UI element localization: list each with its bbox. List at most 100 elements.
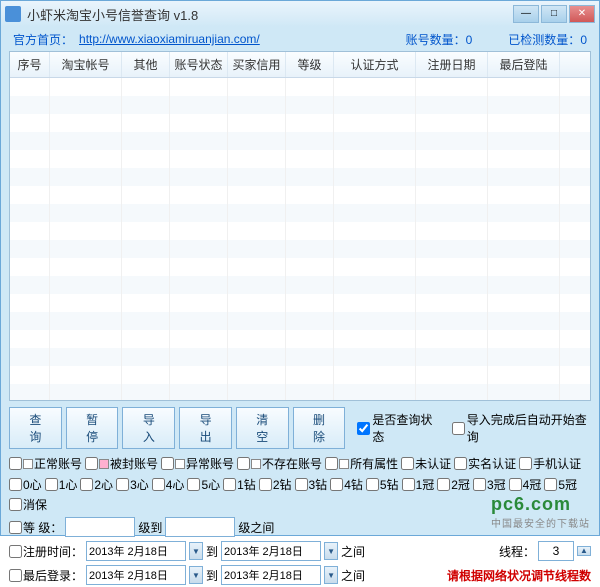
lastlogin-from-input[interactable] (86, 565, 186, 585)
auto-query-checkbox[interactable] (452, 422, 465, 435)
level-range-label: 等 级： (23, 519, 62, 536)
filter-label: 5心 (201, 476, 220, 493)
column-header[interactable]: 其他 (122, 52, 170, 77)
column-header[interactable]: 账号状态 (170, 52, 228, 77)
filter-checkbox[interactable] (402, 478, 415, 491)
spinner-up-icon[interactable]: ▲ (577, 546, 591, 556)
filter-checkbox[interactable] (85, 457, 98, 470)
filter-item: 1心 (45, 476, 78, 493)
auto-query-label: 导入完成后自动开始查询 (467, 411, 591, 445)
filter-row-lastlogin: 最后登录： ▼ 到 ▼ 之间 请根据网络状况调节线程数 (9, 563, 591, 587)
dropdown-icon[interactable]: ▼ (324, 566, 338, 584)
filter-item: 4钻 (330, 476, 363, 493)
close-button[interactable]: ✕ (569, 5, 595, 23)
filter-checkbox[interactable] (80, 478, 93, 491)
table-row[interactable] (10, 276, 590, 294)
filter-checkbox[interactable] (325, 457, 338, 470)
pause-button[interactable]: 暂停 (66, 407, 119, 449)
filter-label: 3钻 (309, 476, 328, 493)
filter-item: 2冠 (437, 476, 470, 493)
filter-label: 3冠 (487, 476, 506, 493)
table-row[interactable] (10, 96, 590, 114)
table-row[interactable] (10, 132, 590, 150)
filter-checkbox[interactable] (161, 457, 174, 470)
dropdown-icon[interactable]: ▼ (189, 542, 203, 560)
filter-checkbox[interactable] (366, 478, 379, 491)
filter-checkbox[interactable] (116, 478, 129, 491)
filter-checkbox[interactable] (237, 457, 250, 470)
table-row[interactable] (10, 366, 590, 384)
column-header[interactable]: 买家信用 (228, 52, 286, 77)
table-row[interactable] (10, 330, 590, 348)
filter-row-status: 正常账号被封账号异常账号不存在账号所有属性未认证实名认证手机认证 (9, 453, 591, 474)
level-to-input[interactable] (165, 517, 235, 537)
table-row[interactable] (10, 168, 590, 186)
table-row[interactable] (10, 312, 590, 330)
table-row[interactable] (10, 204, 590, 222)
filter-checkbox[interactable] (45, 478, 58, 491)
level-from-input[interactable] (65, 517, 135, 537)
filter-checkbox[interactable] (223, 478, 236, 491)
filter-checkbox[interactable] (519, 457, 532, 470)
column-header[interactable]: 认证方式 (334, 52, 416, 77)
filter-checkbox[interactable] (473, 478, 486, 491)
minimize-button[interactable]: — (513, 5, 539, 23)
table-row[interactable] (10, 294, 590, 312)
watermark-sub: 中国最安全的下载站 (491, 515, 590, 530)
app-icon (5, 6, 21, 22)
filter-checkbox[interactable] (544, 478, 557, 491)
filter-item: 4冠 (509, 476, 542, 493)
table-row[interactable] (10, 258, 590, 276)
table-row[interactable] (10, 114, 590, 132)
column-header[interactable]: 淘宝帐号 (50, 52, 122, 77)
dropdown-icon[interactable]: ▼ (324, 542, 338, 560)
query-button[interactable]: 查询 (9, 407, 62, 449)
column-header[interactable]: 最后登陆 (488, 52, 560, 77)
delete-button[interactable]: 删除 (293, 407, 346, 449)
thread-input[interactable] (538, 541, 574, 561)
homepage-link[interactable]: http://www.xiaoxiamiruanjian.com/ (79, 32, 260, 46)
filter-checkbox[interactable] (454, 457, 467, 470)
column-header[interactable]: 等级 (286, 52, 334, 77)
check-status-checkbox[interactable] (357, 422, 370, 435)
filter-checkbox[interactable] (401, 457, 414, 470)
table-row[interactable] (10, 384, 590, 401)
filter-item: 2钻 (259, 476, 292, 493)
import-button[interactable]: 导入 (122, 407, 175, 449)
dropdown-icon[interactable]: ▼ (189, 566, 203, 584)
clear-button[interactable]: 清空 (236, 407, 289, 449)
filter-checkbox[interactable] (187, 478, 200, 491)
table-body[interactable] (10, 78, 590, 401)
column-header[interactable]: 序号 (10, 52, 50, 77)
table-row[interactable] (10, 348, 590, 366)
filter-checkbox[interactable] (437, 478, 450, 491)
table-row[interactable] (10, 240, 590, 258)
regtime-checkbox[interactable] (9, 545, 22, 558)
filter-checkbox[interactable] (509, 478, 522, 491)
level-between-text: 级之间 (238, 519, 274, 536)
lastlogin-checkbox[interactable] (9, 569, 22, 582)
lastlogin-to-input[interactable] (221, 565, 321, 585)
column-header[interactable]: 注册日期 (416, 52, 488, 77)
level-range-checkbox[interactable] (9, 521, 22, 534)
export-button[interactable]: 导出 (179, 407, 232, 449)
table-row[interactable] (10, 78, 590, 96)
table-row[interactable] (10, 150, 590, 168)
filter-item: 消保 (9, 496, 47, 513)
filter-label: 2冠 (451, 476, 470, 493)
regtime-from-input[interactable] (86, 541, 186, 561)
thread-hint: 请根据网络状况调节线程数 (447, 567, 591, 584)
table-row[interactable] (10, 222, 590, 240)
filter-checkbox[interactable] (259, 478, 272, 491)
level-to-text: 级到 (138, 519, 162, 536)
filter-checkbox[interactable] (9, 498, 22, 511)
table-row[interactable] (10, 186, 590, 204)
filter-checkbox[interactable] (152, 478, 165, 491)
filter-checkbox[interactable] (330, 478, 343, 491)
maximize-button[interactable]: □ (541, 5, 567, 23)
filter-checkbox[interactable] (9, 457, 22, 470)
filter-checkbox[interactable] (9, 478, 22, 491)
filter-checkbox[interactable] (295, 478, 308, 491)
regtime-to-input[interactable] (221, 541, 321, 561)
check-status-label: 是否查询状态 (372, 411, 439, 445)
